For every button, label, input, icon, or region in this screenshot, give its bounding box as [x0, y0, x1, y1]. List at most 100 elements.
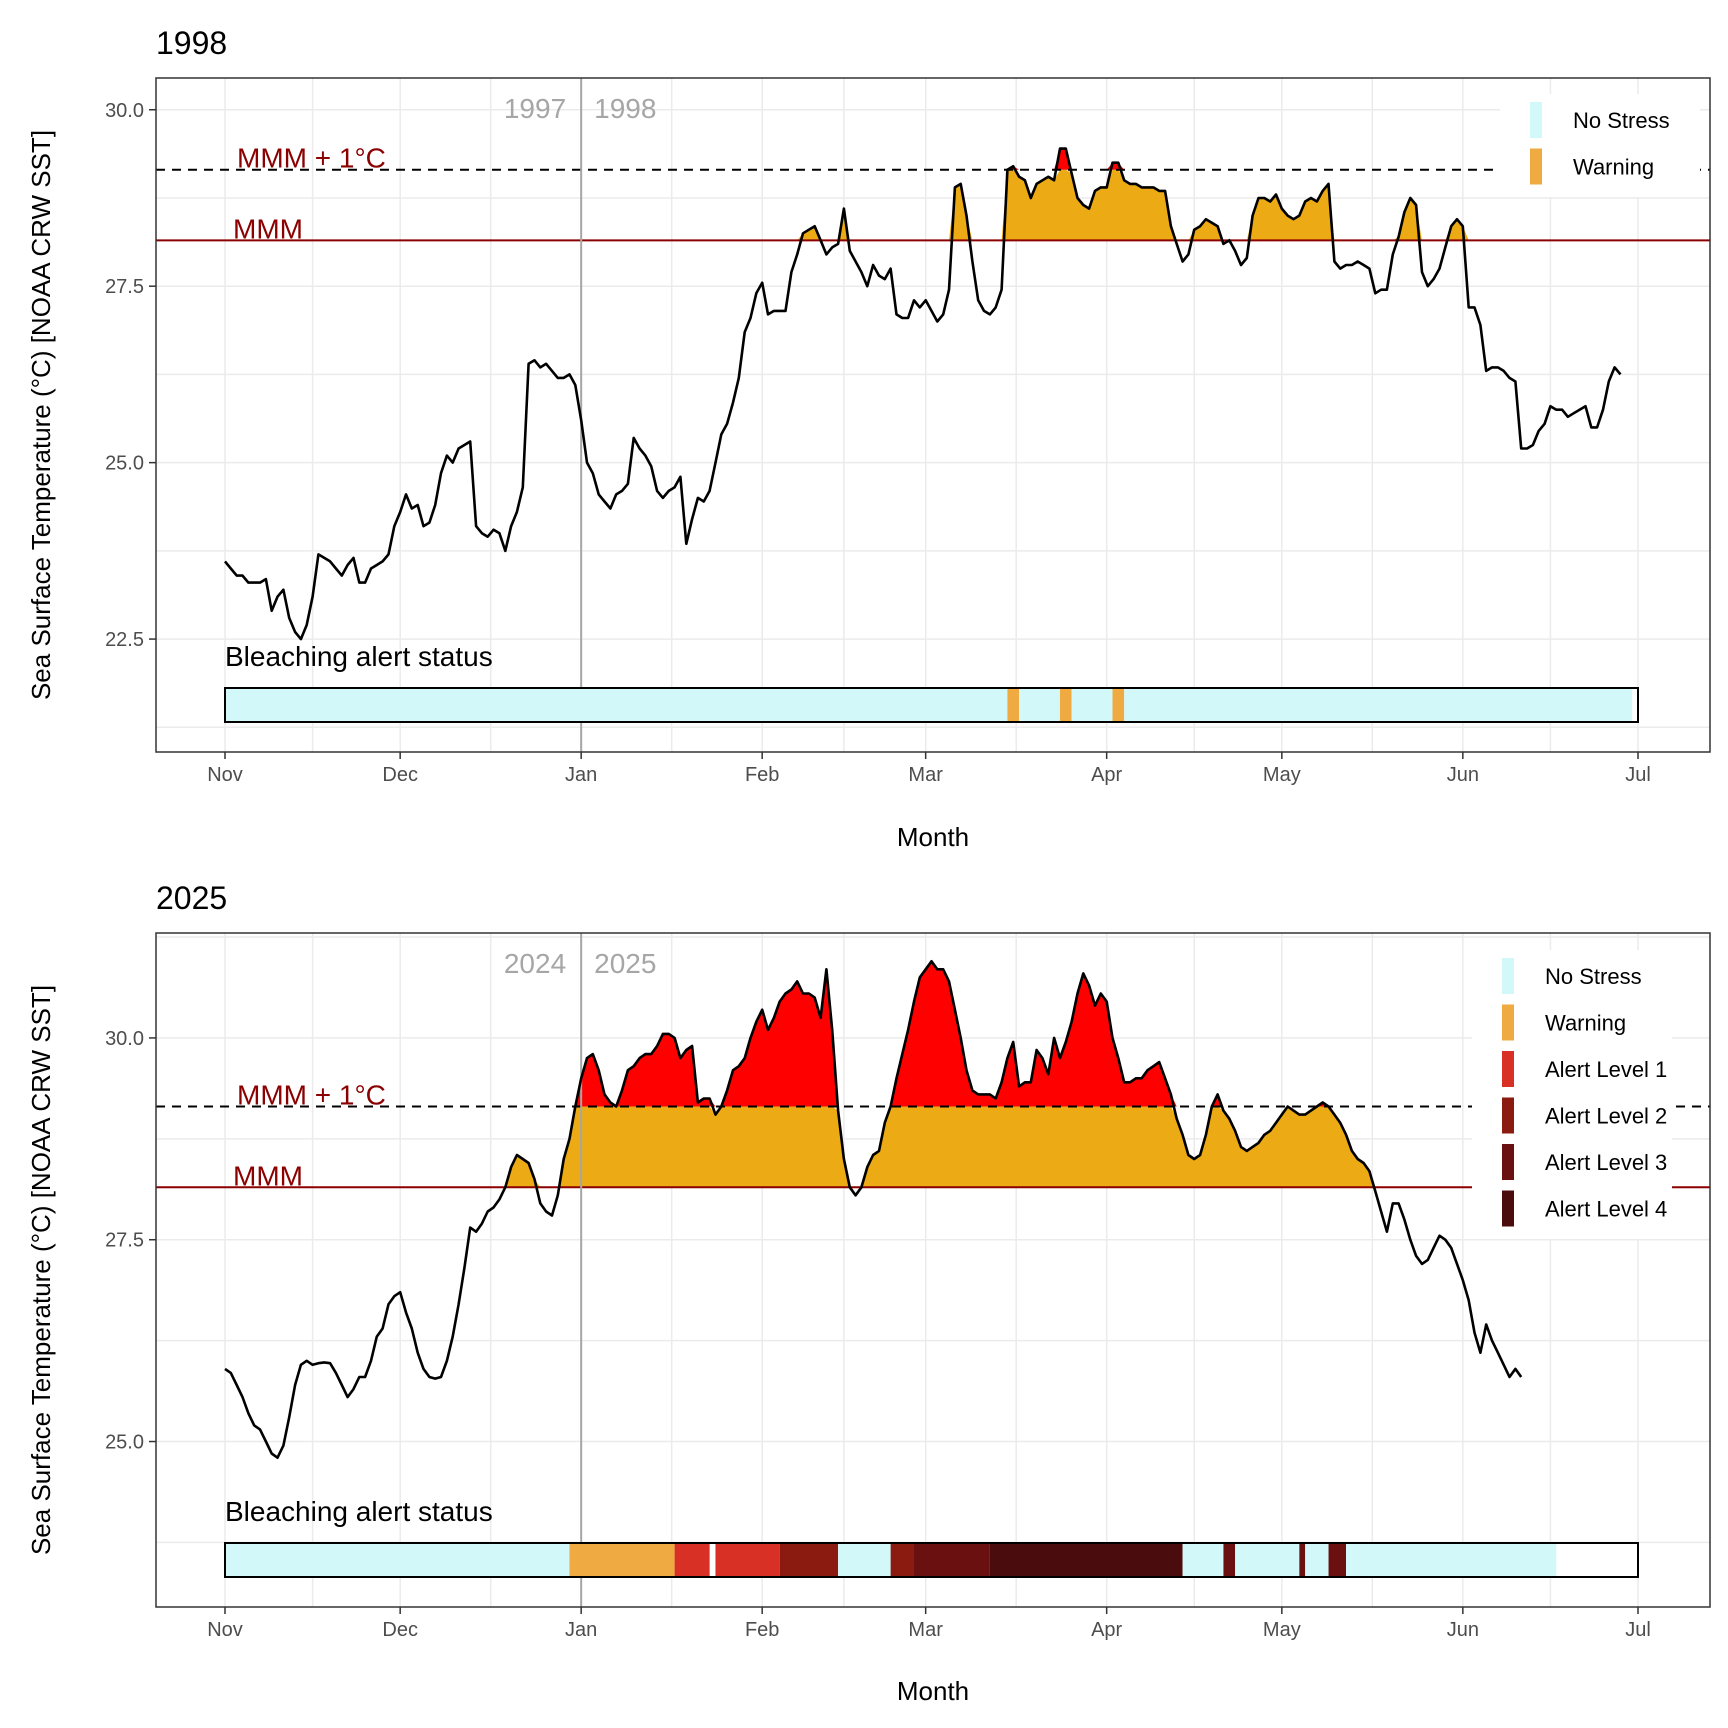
x-tick-label: Feb	[745, 1619, 779, 1641]
sst-series-line	[223, 147, 1622, 641]
y-axis-title: Sea Surface Temperature (°C) [NOAA CRW S…	[26, 130, 56, 700]
y-tick-label: 30.0	[105, 1028, 144, 1050]
x-tick-label: May	[1263, 764, 1301, 786]
chart-panel-1998: 1998 MMM MMM + 1°C 1997 1998 No Stress Warning…	[26, 25, 1711, 852]
year-label-current: 1998	[594, 93, 656, 124]
mmm-label: MMM	[233, 1160, 303, 1191]
alert-segment	[1019, 688, 1060, 722]
legend-key	[1502, 1097, 1514, 1134]
y-tick-label: 27.5	[105, 276, 144, 298]
alert-segment	[1071, 688, 1113, 722]
legend-key	[1502, 1144, 1514, 1180]
legend-label: No Stress	[1573, 108, 1670, 133]
legend-key	[1530, 102, 1542, 138]
anomaly-fill	[225, 148, 1621, 241]
panel-border	[155, 932, 1711, 1608]
x-tick-label: Jun	[1447, 764, 1479, 786]
alert-segment	[225, 688, 1008, 722]
x-tick-label: Apr	[1091, 764, 1122, 786]
alert-segment	[838, 1543, 891, 1577]
chart-title: 2025	[156, 880, 227, 916]
alert-segment	[913, 1543, 990, 1577]
x-tick-label: Jan	[565, 764, 597, 786]
legend-key	[1502, 1004, 1514, 1041]
x-tick-label: Apr	[1091, 1619, 1122, 1641]
alert-segment	[1299, 1543, 1306, 1577]
x-tick-label: Nov	[207, 764, 243, 786]
alert-segment	[715, 1543, 780, 1577]
x-tick-label: Jul	[1625, 1619, 1651, 1641]
year-label-current: 2025	[594, 948, 656, 979]
legend-label: Alert Level 2	[1545, 1104, 1667, 1129]
alert-segment	[674, 1543, 710, 1577]
x-tick-label: Feb	[745, 764, 779, 786]
mmm-plus-1-label: MMM + 1°C	[237, 143, 386, 174]
x-tick-label: May	[1263, 1619, 1301, 1641]
alert-segment	[1182, 1543, 1224, 1577]
alert-segment	[225, 1543, 570, 1577]
year-label-previous: 2024	[504, 948, 566, 979]
legend-label: Alert Level 1	[1545, 1057, 1667, 1082]
legend-key	[1502, 958, 1514, 994]
alert-status-bar	[224, 687, 1639, 723]
x-tick-label: Jul	[1625, 764, 1651, 786]
fill-above-mmm	[225, 1106, 1522, 1188]
chart-panel-2025: 2025 MMM MMM + 1°C 2024 2025 No Stress Warning…	[26, 880, 1711, 1706]
alert-segment	[1235, 1543, 1300, 1577]
x-tick-label: Dec	[382, 1619, 418, 1641]
x-axis-title: Month	[897, 1676, 969, 1706]
sst-series-line	[224, 960, 1523, 1459]
year-label-previous: 1997	[504, 93, 566, 124]
mmm-plus-1-label: MMM + 1°C	[237, 1080, 386, 1111]
x-tick-label: Nov	[207, 1619, 243, 1641]
alert-segment	[1346, 1543, 1557, 1577]
legend-label: Alert Level 4	[1545, 1197, 1667, 1222]
legend-key	[1502, 1051, 1514, 1087]
legend-key	[1530, 148, 1542, 185]
alert-segment	[569, 1543, 675, 1577]
anomaly-fill	[225, 961, 1522, 1188]
panel-border	[155, 77, 1711, 753]
status-bar-border	[224, 1542, 1639, 1578]
y-tick-label: 30.0	[105, 100, 144, 122]
x-tick-label: Mar	[908, 764, 943, 786]
mmm-label: MMM	[233, 213, 303, 244]
legend-label: Warning	[1545, 1011, 1626, 1036]
y-tick-label: 27.5	[105, 1230, 144, 1252]
legend-label: Alert Level 3	[1545, 1150, 1667, 1175]
y-tick-label: 25.0	[105, 453, 144, 475]
y-axis-title: Sea Surface Temperature (°C) [NOAA CRW S…	[26, 985, 56, 1555]
alert-segment	[1305, 1543, 1329, 1577]
legend: No Stress Warning	[1500, 94, 1700, 197]
alert-segment	[890, 1543, 914, 1577]
alert-segment	[1223, 1543, 1236, 1577]
alert-status-bar	[224, 1542, 1639, 1578]
x-tick-label: Jun	[1447, 1619, 1479, 1641]
y-tick-label: 25.0	[105, 1432, 144, 1454]
x-tick-label: Dec	[382, 764, 418, 786]
alert-segment	[1007, 688, 1020, 722]
status-title: Bleaching alert status	[225, 1496, 493, 1527]
legend-label: No Stress	[1545, 964, 1642, 989]
y-tick-label: 22.5	[105, 629, 144, 651]
x-tick-label: Jan	[565, 1619, 597, 1641]
fill-above-mmm-plus-1	[225, 961, 1522, 1107]
alert-segment	[1059, 688, 1072, 722]
fill-above-mmm-plus-1	[225, 148, 1621, 170]
x-tick-label: Mar	[908, 1619, 943, 1641]
legend-key	[1502, 1190, 1514, 1227]
status-title: Bleaching alert status	[225, 641, 493, 672]
alert-segment	[1328, 1543, 1347, 1577]
legend: No Stress Warning Alert Level 1 Alert Level…	[1472, 950, 1672, 1239]
legend-label: Warning	[1573, 155, 1654, 180]
alert-segment	[779, 1543, 839, 1577]
status-bar-border	[224, 687, 1639, 723]
chart-title: 1998	[156, 25, 227, 61]
fill-above-mmm	[225, 169, 1621, 241]
alert-segment	[1112, 688, 1125, 722]
grid	[156, 78, 1710, 752]
alert-segment	[1124, 688, 1633, 722]
x-axis-title: Month	[897, 822, 969, 852]
alert-segment	[989, 1543, 1183, 1577]
